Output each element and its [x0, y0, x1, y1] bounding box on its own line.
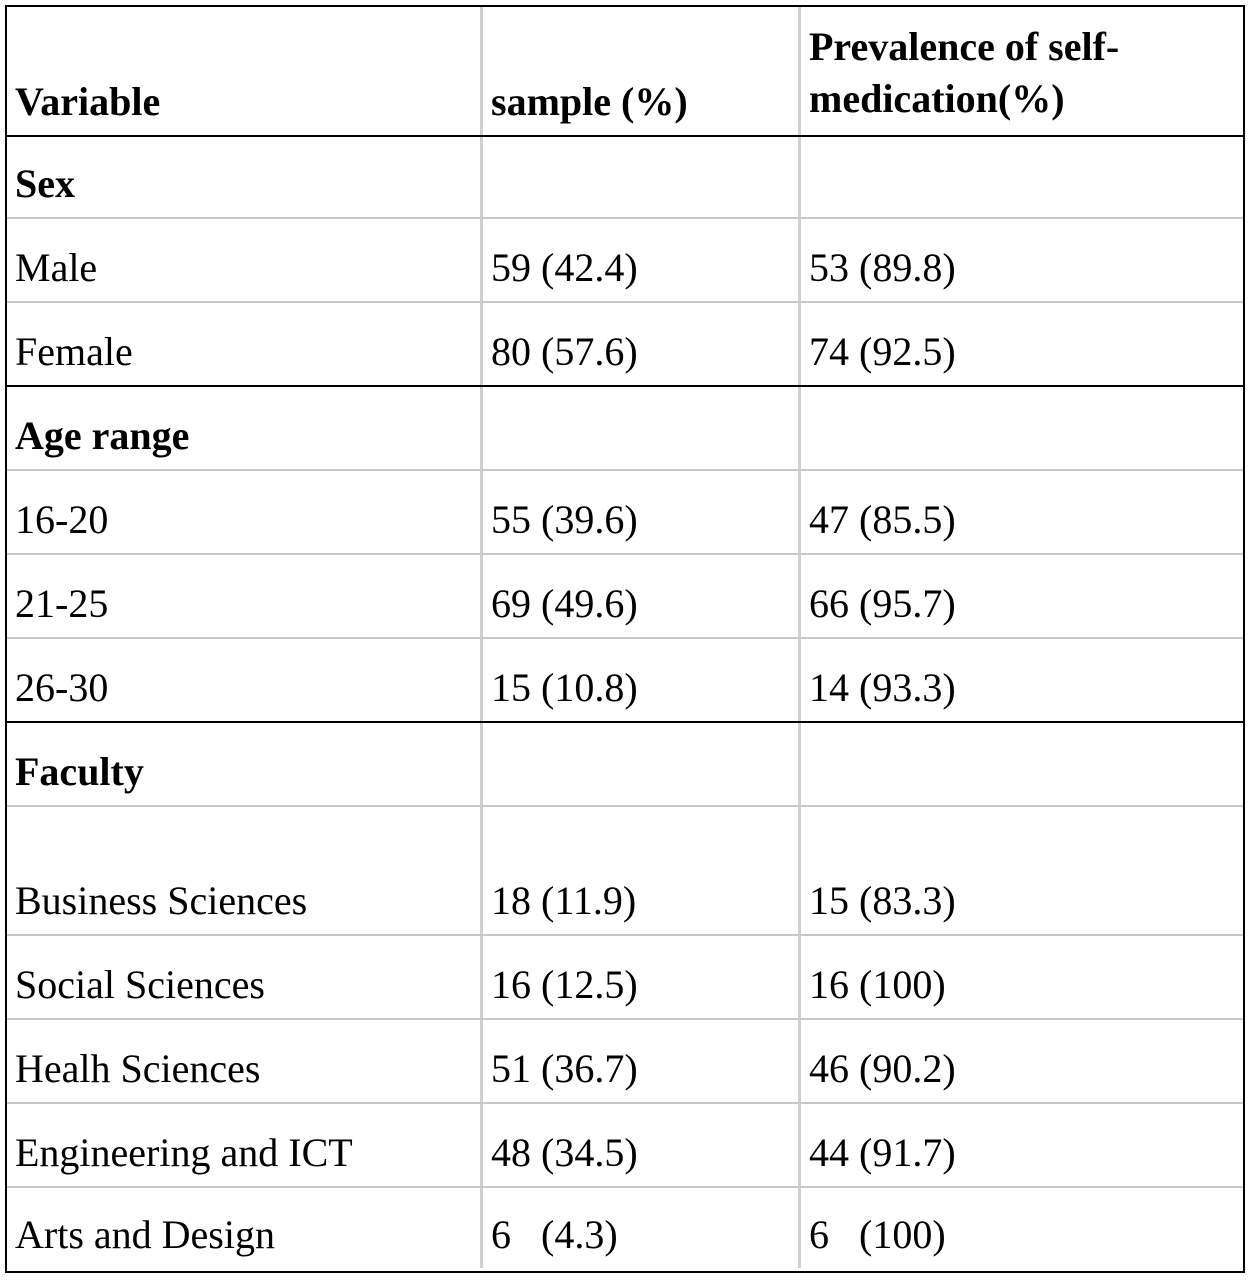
row-label: Healh Sciences	[7, 1020, 483, 1102]
row-prevalence: 15 (83.3)	[809, 878, 956, 923]
row-sample: 6 (4.3)	[483, 1188, 801, 1268]
row-sample: 59 (42.4)	[483, 219, 801, 301]
table-row: Business Sciences 18 (11.9) 15 (83.3)	[7, 807, 1243, 936]
table-row: Healh Sciences 51 (36.7) 46 (90.2)	[7, 1020, 1243, 1104]
row-sample: 51 (36.7)	[483, 1020, 801, 1102]
table-row: 26-30 15 (10.8) 14 (93.3)	[7, 639, 1243, 723]
row-sample: 15 (10.8)	[483, 639, 801, 721]
row-label: 16-20	[7, 471, 483, 553]
row-sample: 16 (12.5)	[483, 936, 801, 1018]
row-prevalence: 74 (92.5)	[809, 329, 956, 374]
data-table: Variable sample (%) Prevalence of self-m…	[5, 5, 1245, 1273]
header-variable: Variable	[7, 7, 483, 135]
table-header-row: Variable sample (%) Prevalence of self-m…	[7, 7, 1243, 137]
table-row: 21-25 69 (49.6) 66 (95.7)	[7, 555, 1243, 639]
row-prevalence: 47 (85.5)	[809, 497, 956, 542]
row-label: Business Sciences	[7, 807, 483, 934]
table-row: Engineering and ICT 48 (34.5) 44 (91.7)	[7, 1104, 1243, 1188]
row-label: Female	[7, 303, 483, 385]
row-label: Arts and Design	[7, 1188, 483, 1268]
table-row: Social Sciences 16 (12.5) 16 (100)	[7, 936, 1243, 1020]
section-title: Age range	[7, 387, 483, 469]
row-label: 26-30	[7, 639, 483, 721]
row-label: Male	[7, 219, 483, 301]
row-sample: 48 (34.5)	[483, 1104, 801, 1186]
table-row: Arts and Design 6 (4.3) 6 (100)	[7, 1188, 1243, 1268]
row-prevalence: 53 (89.8)	[809, 245, 956, 290]
row-sample: 18 (11.9)	[483, 807, 801, 934]
section-row-faculty: Faculty	[7, 723, 1243, 807]
row-sample: 69 (49.6)	[483, 555, 801, 637]
row-prevalence: 66 (95.7)	[809, 581, 956, 626]
row-prevalence: 46 (90.2)	[809, 1046, 956, 1091]
row-sample: 55 (39.6)	[483, 471, 801, 553]
row-label: Engineering and ICT	[7, 1104, 483, 1186]
table-row: Male 59 (42.4) 53 (89.8)	[7, 219, 1243, 303]
section-row-sex: Sex	[7, 137, 1243, 219]
header-prevalence: Prevalence of self-medication(%)	[809, 24, 1120, 121]
section-title: Sex	[7, 137, 483, 217]
row-prevalence: 16 (100)	[809, 962, 946, 1007]
row-sample: 80 (57.6)	[483, 303, 801, 385]
row-label: Social Sciences	[7, 936, 483, 1018]
section-title: Faculty	[7, 723, 483, 805]
table-row: Female 80 (57.6) 74 (92.5)	[7, 303, 1243, 387]
table-row: 16-20 55 (39.6) 47 (85.5)	[7, 471, 1243, 555]
row-prevalence: 44 (91.7)	[809, 1130, 956, 1175]
row-prevalence: 14 (93.3)	[809, 665, 956, 710]
row-prevalence: 6 (100)	[809, 1212, 946, 1257]
header-sample: sample (%)	[483, 7, 801, 135]
row-label: 21-25	[7, 555, 483, 637]
section-row-age-range: Age range	[7, 387, 1243, 471]
